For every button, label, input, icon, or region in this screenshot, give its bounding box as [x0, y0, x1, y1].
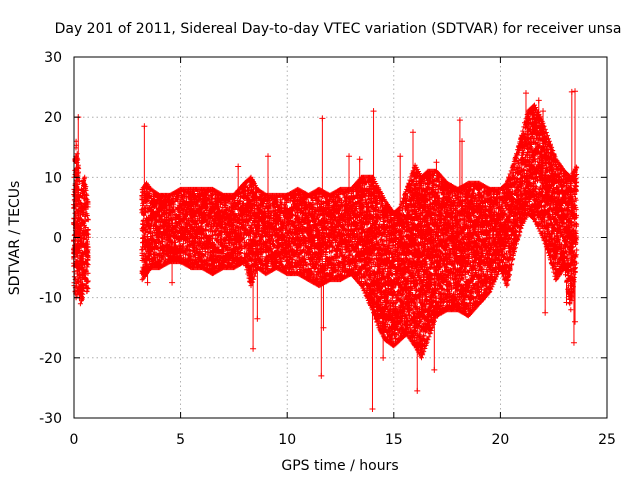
outlier-marker [318, 372, 325, 379]
x-tick-label: 0 [70, 432, 79, 448]
y-tick-label: 0 [53, 231, 62, 247]
outlier-point [369, 309, 376, 412]
outlier-point [570, 282, 577, 346]
outlier-marker [572, 318, 579, 325]
outlier-point [563, 281, 570, 306]
outlier-markers [75, 88, 579, 412]
outlier-marker [456, 117, 463, 124]
outlier-marker [535, 97, 542, 104]
outlier-marker [370, 108, 377, 115]
x-tick-label: 25 [598, 432, 616, 448]
outlier-point [250, 279, 257, 352]
outlier-point [456, 117, 463, 189]
outlier-marker [433, 159, 440, 166]
outlier-point [522, 90, 529, 120]
x-tick-label: 10 [278, 432, 296, 448]
outlier-marker [563, 299, 570, 306]
outlier-point [459, 138, 466, 187]
outlier-point [320, 283, 327, 331]
outlier-point [572, 273, 579, 325]
chart-title: Day 201 of 2011, Sidereal Day-to-day VTE… [55, 21, 622, 37]
y-tick-labels: -30 -20 -10 0 10 20 30 [39, 50, 62, 427]
outlier-marker [141, 123, 148, 130]
data-series [71, 88, 580, 412]
outlier-marker [320, 324, 327, 331]
outlier-point [319, 115, 326, 192]
axis-ticks [73, 56, 608, 419]
x-tick-label: 5 [176, 432, 185, 448]
outlier-point [346, 153, 353, 190]
x-tick-label: 20 [491, 432, 509, 448]
outlier-marker [431, 366, 438, 373]
y-tick-label: -10 [39, 291, 62, 307]
outlier-point [144, 272, 151, 286]
outlier-marker [409, 129, 416, 136]
x-axis-label: GPS time / hours [281, 458, 398, 474]
outlier-marker [568, 88, 575, 95]
y-axis-label: SDTVAR / TECUs [7, 181, 23, 296]
outlier-marker [319, 115, 326, 122]
outlier-marker [397, 153, 404, 160]
y-tick-label: 30 [44, 50, 62, 66]
outlier-marker [522, 90, 529, 97]
outlier-point [370, 108, 377, 180]
outlier-point [540, 108, 547, 124]
outlier-point [254, 267, 261, 322]
outlier-point [169, 261, 176, 286]
outlier-point [356, 156, 363, 180]
outlier-marker [414, 387, 421, 394]
y-tick-label: -20 [39, 351, 62, 367]
outlier-marker [542, 309, 549, 316]
outlier-point [535, 97, 542, 115]
outlier-marker [540, 108, 547, 115]
outlier-marker [144, 279, 151, 286]
y-tick-label: 10 [44, 170, 62, 186]
y-tick-label: 20 [44, 110, 62, 126]
outlier-point [141, 123, 148, 187]
outlier-marker [346, 153, 353, 160]
outlier-marker [356, 156, 363, 163]
series-markers [71, 102, 580, 361]
outlier-marker [380, 354, 387, 361]
x-tick-labels: 0 5 10 15 20 25 [70, 432, 616, 448]
outlier-point [397, 153, 404, 208]
outlier-point [380, 335, 387, 361]
outlier-marker [235, 163, 242, 170]
outlier-point [235, 163, 242, 191]
outlier-point [568, 88, 575, 176]
outlier-marker [369, 405, 376, 412]
outlier-marker [265, 153, 272, 160]
outlier-marker [459, 138, 466, 145]
x-tick-label: 15 [385, 432, 403, 448]
outlier-marker [169, 279, 176, 286]
outlier-point [414, 349, 421, 394]
outlier-point [542, 243, 549, 316]
outlier-marker [570, 339, 577, 346]
outlier-point [572, 88, 579, 170]
outlier-point [431, 321, 438, 373]
y-tick-label: -30 [39, 411, 62, 427]
outlier-marker [250, 345, 257, 352]
outlier-point [409, 129, 416, 172]
outlier-marker [572, 88, 579, 95]
outlier-point [433, 159, 440, 172]
outlier-point [265, 153, 272, 196]
outlier-marker [254, 315, 261, 322]
outlier-point [318, 284, 325, 379]
